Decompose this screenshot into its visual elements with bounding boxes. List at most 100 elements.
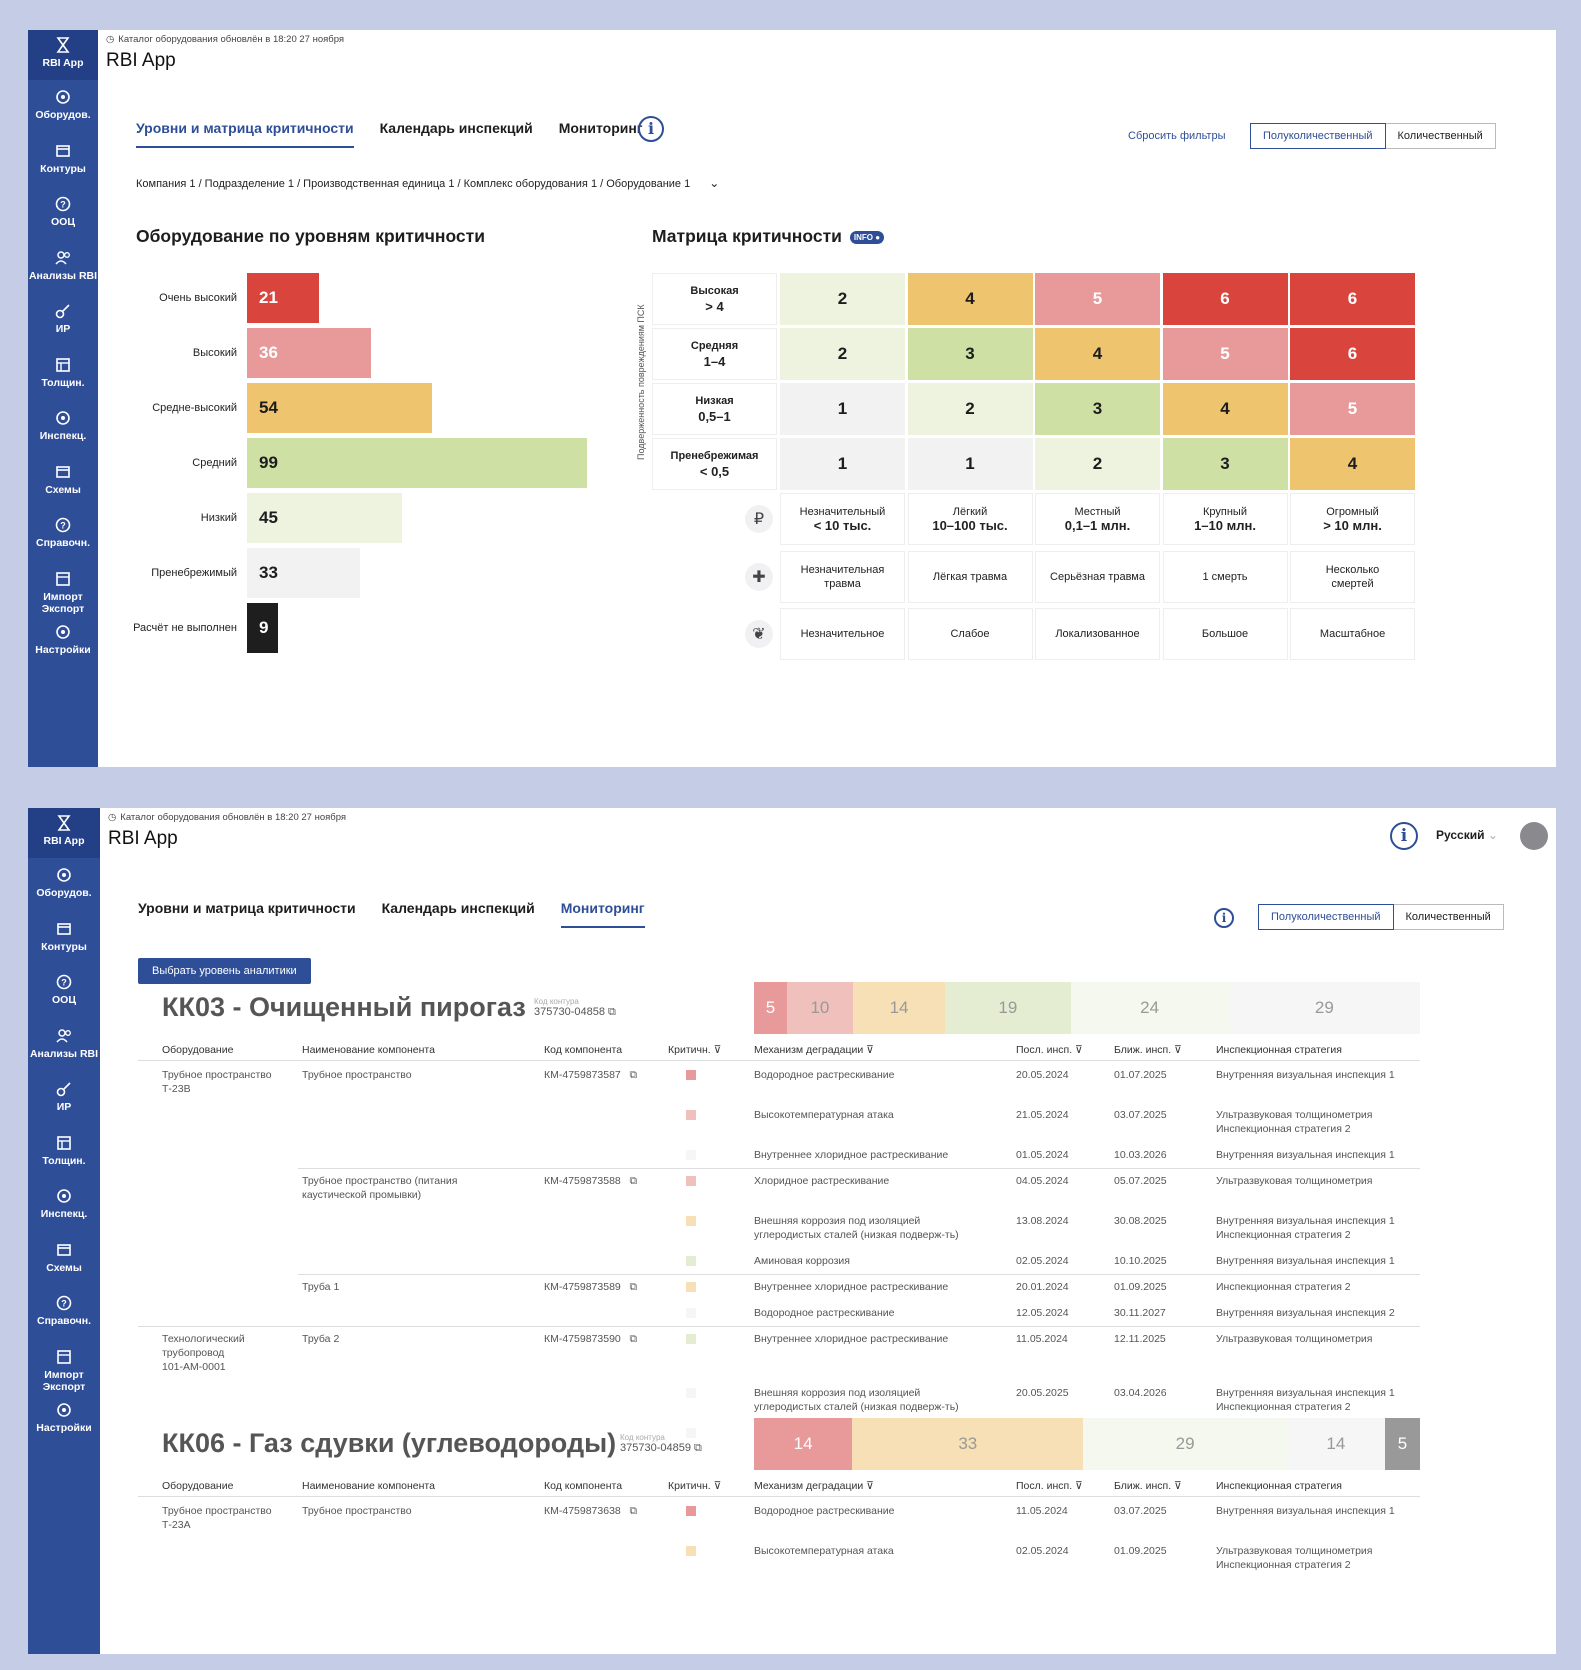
quant-button[interactable]: Количественный — [1393, 904, 1504, 930]
matrix-cell[interactable]: 1 — [907, 438, 1033, 490]
stack-segment[interactable]: 14 — [852, 982, 946, 1034]
table-header[interactable]: Критичн. ⊽ — [668, 1480, 722, 1492]
stack-segment[interactable]: 29 — [1083, 1418, 1287, 1470]
sidebar-item-5[interactable]: ИР — [28, 1080, 100, 1113]
matrix-cell[interactable]: 2 — [780, 273, 905, 325]
gear-icon — [57, 1403, 71, 1417]
sidebar-item-10[interactable]: Импорт Экспорт — [28, 1348, 100, 1393]
choose-analytics-level-button[interactable]: Выбрать уровень аналитики — [138, 958, 311, 984]
table-cell[interactable]: Трубное пространство Т-23B — [162, 1069, 272, 1095]
sidebar-item-2[interactable]: Контуры — [28, 920, 100, 953]
matrix-cell[interactable]: 5 — [1162, 328, 1288, 380]
matrix-cell[interactable]: 6 — [1162, 273, 1288, 325]
matrix-cell[interactable]: 3 — [1035, 383, 1160, 435]
table-cell[interactable]: Трубное пространство — [302, 1505, 412, 1517]
sidebar-item-4[interactable]: Анализы RBI — [28, 249, 98, 282]
sidebar-item-6[interactable]: Толщин. — [28, 1134, 100, 1167]
tab-calendar[interactable]: Календарь инспекций — [379, 120, 533, 136]
info-icon[interactable]: i — [1214, 908, 1234, 928]
table-cell[interactable]: Трубное пространство (питания каустическ… — [302, 1175, 458, 1201]
sidebar-item-8[interactable]: Схемы — [28, 463, 98, 496]
semi-quant-button[interactable]: Полуколичественный — [1258, 904, 1394, 930]
sidebar-item-9[interactable]: ? Справочн. — [28, 516, 98, 549]
matrix-cell[interactable]: 1 — [780, 438, 905, 490]
sidebar-item-7[interactable]: Инспекц. — [28, 409, 98, 442]
tab-monitoring[interactable]: Мониторинг — [560, 900, 645, 928]
matrix-cell[interactable]: 1 — [780, 383, 905, 435]
sidebar-item-2[interactable]: Контуры — [28, 142, 98, 175]
table-cell[interactable]: Труба 1 — [302, 1281, 340, 1293]
matrix-cell[interactable]: 3 — [907, 328, 1033, 380]
table-header[interactable]: Посл. инсп. ⊽ — [1016, 1044, 1083, 1056]
table-header[interactable]: Механизм деградации ⊽ — [754, 1044, 874, 1056]
matrix-cell[interactable]: 2 — [1035, 438, 1160, 490]
leaf-icon: ❦ — [745, 620, 773, 648]
chevron-down-icon[interactable]: ⌄ — [709, 176, 720, 190]
stack-segment[interactable]: 29 — [1228, 982, 1420, 1034]
stack-segment[interactable]: 33 — [852, 1418, 1084, 1470]
table-cell[interactable]: Трубное пространство — [302, 1069, 412, 1081]
matrix-cell[interactable]: 3 — [1162, 438, 1288, 490]
sidebar-item-rbi-app[interactable]: RBI App — [28, 808, 100, 858]
sidebar-item-7[interactable]: Инспекц. — [28, 1187, 100, 1220]
quant-button[interactable]: Количественный — [1385, 123, 1496, 149]
reset-filters-link[interactable]: Сбросить фильтры — [1128, 130, 1226, 142]
sidebar-item-1[interactable]: Оборудов. — [28, 866, 100, 899]
tab-levels[interactable]: Уровни и матрица критичности — [136, 120, 354, 148]
table-cell: Внешняя коррозия под изоляцией углеродис… — [754, 1215, 959, 1241]
tab-levels[interactable]: Уровни и матрица критичности — [138, 900, 356, 916]
divider — [138, 1326, 1420, 1327]
matrix-cell[interactable]: 6 — [1290, 328, 1415, 380]
matrix-cell[interactable]: 6 — [1290, 273, 1415, 325]
sidebar-item-4[interactable]: Анализы RBI — [28, 1027, 100, 1060]
stack-segment[interactable]: 24 — [1070, 982, 1229, 1034]
info-icon[interactable]: i — [1390, 822, 1418, 850]
matrix-row-label: Средняя 1–4 — [652, 328, 777, 380]
table-header[interactable]: Механизм деградации ⊽ — [754, 1480, 874, 1492]
stack-segment[interactable]: 19 — [945, 982, 1071, 1034]
sidebar-item-6[interactable]: Толщин. — [28, 356, 98, 389]
matrix-cell[interactable]: 4 — [1162, 383, 1288, 435]
contour-code: Код контура 375730-04858 ⧉ — [534, 996, 616, 1018]
sidebar-item-8[interactable]: Схемы — [28, 1241, 100, 1274]
table-cell: Внутреннее хлоридное растрескивание — [754, 1333, 949, 1345]
info-icon[interactable]: i — [638, 116, 664, 142]
table-header[interactable]: Ближ. инсп. ⊽ — [1114, 1044, 1182, 1056]
table-header[interactable]: Критичн. ⊽ — [668, 1044, 722, 1056]
table-cell[interactable]: Труба 2 — [302, 1333, 340, 1345]
avatar[interactable] — [1520, 822, 1548, 850]
criticality-marker — [686, 1110, 696, 1120]
tab-calendar[interactable]: Календарь инспекций — [381, 900, 535, 916]
table-cell[interactable]: Трубное пространство Т-23A — [162, 1505, 272, 1531]
stack-segment[interactable]: 5 — [754, 982, 787, 1034]
sidebar-item-11[interactable]: Настройки — [28, 623, 98, 656]
sidebar-item-10[interactable]: Импорт Экспорт — [28, 570, 98, 615]
language-select[interactable]: Русский ⌄ — [1436, 828, 1498, 842]
table-cell[interactable]: Технологический трубопровод 101-AM-0001 — [162, 1333, 245, 1373]
sidebar-item-rbi-app[interactable]: RBI App — [28, 30, 98, 80]
sidebar-item-11[interactable]: Настройки — [28, 1401, 100, 1434]
sidebar-item-1[interactable]: Оборудов. — [28, 88, 98, 121]
stack-segment[interactable]: 5 — [1384, 1418, 1420, 1470]
semi-quant-button[interactable]: Полуколичественный — [1250, 123, 1386, 149]
stack-segment[interactable]: 10 — [786, 982, 853, 1034]
matrix-cell[interactable]: 4 — [1035, 328, 1160, 380]
stack-segment[interactable]: 14 — [754, 1418, 853, 1470]
matrix-cell[interactable]: 2 — [780, 328, 905, 380]
matrix-cell[interactable]: 2 — [907, 383, 1033, 435]
info-toggle[interactable]: INFO ● — [849, 230, 885, 244]
stack-segment[interactable]: 14 — [1286, 1418, 1385, 1470]
tab-monitoring[interactable]: Мониторинг — [558, 120, 643, 136]
table-header[interactable]: Ближ. инсп. ⊽ — [1114, 1480, 1182, 1492]
sidebar-item-3[interactable]: ? ООЦ — [28, 195, 98, 228]
sidebar-item-5[interactable]: ИР — [28, 302, 98, 335]
matrix-cell[interactable]: 5 — [1035, 273, 1160, 325]
contour-code-value: 375730-04858 ⧉ — [534, 1006, 616, 1018]
table-header[interactable]: Посл. инсп. ⊽ — [1016, 1480, 1083, 1492]
sidebar-item-3[interactable]: ? ООЦ — [28, 973, 100, 1006]
matrix-cell[interactable]: 4 — [907, 273, 1033, 325]
matrix-cell[interactable]: 5 — [1290, 383, 1415, 435]
matrix-cell[interactable]: 4 — [1290, 438, 1415, 490]
matrix-health-label: Серьёзная травма — [1035, 551, 1160, 603]
sidebar-item-9[interactable]: ? Справочн. — [28, 1294, 100, 1327]
